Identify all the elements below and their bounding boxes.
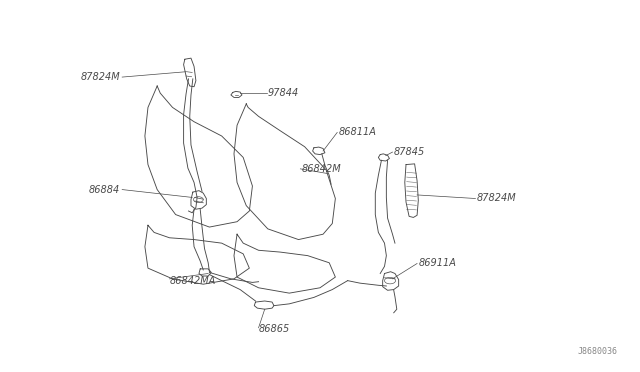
Text: 87824M: 87824M <box>81 72 120 82</box>
Text: 86865: 86865 <box>259 324 290 334</box>
Text: 87824M: 87824M <box>477 193 516 203</box>
Text: J8680036: J8680036 <box>578 347 618 356</box>
Text: 87845: 87845 <box>394 147 425 157</box>
Text: 86884: 86884 <box>89 185 120 195</box>
Text: 97844: 97844 <box>268 88 299 98</box>
Text: 86911A: 86911A <box>419 259 456 269</box>
Text: 86842MA: 86842MA <box>170 276 216 286</box>
Text: 86842M: 86842M <box>301 164 341 174</box>
Text: 86811A: 86811A <box>339 128 376 137</box>
